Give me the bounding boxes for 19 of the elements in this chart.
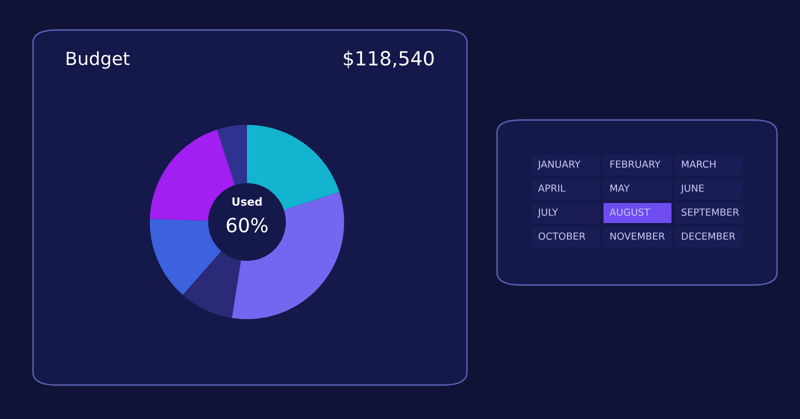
- category-label: AUGUST: [610, 208, 650, 216]
- category-label: MARCH: [682, 160, 716, 168]
- chart-title: Budget: [66, 51, 130, 69]
- category-label: FEBRUARY: [610, 160, 661, 168]
- category-label: SEPTEMBER: [682, 208, 739, 216]
- donut-slice: [182, 251, 241, 318]
- donut-slice: [216, 124, 247, 186]
- category-label: MAY: [610, 184, 630, 192]
- category-label: JULY: [537, 208, 558, 218]
- category-label: JUNE: [680, 184, 704, 194]
- category-label: DECEMBER: [682, 232, 736, 240]
- category-label: OCTOBER: [538, 232, 586, 240]
- category-label: JANUARY: [537, 160, 580, 170]
- category-label: APRIL: [538, 184, 566, 192]
- text: 60%: [226, 218, 268, 232]
- text: Used: [232, 197, 262, 206]
- text: $118,540: [344, 50, 434, 68]
- category-label: NOVEMBER: [610, 232, 665, 240]
- donut-slice: [150, 218, 222, 295]
